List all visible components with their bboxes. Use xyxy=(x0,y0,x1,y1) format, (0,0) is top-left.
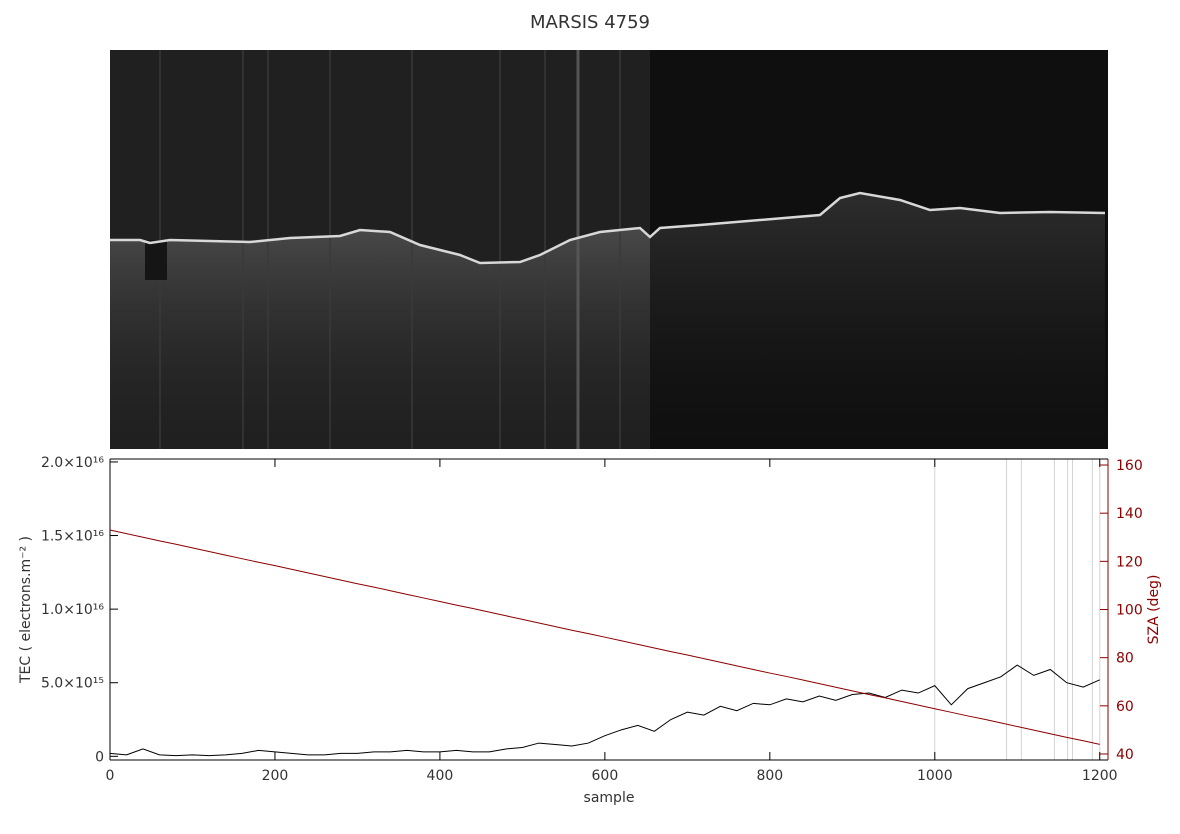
y2-tick-label: 140 xyxy=(1116,506,1143,522)
series-line xyxy=(109,664,1100,757)
series-line xyxy=(109,529,1100,745)
y2-tick-label: 80 xyxy=(1116,651,1134,667)
chart-title: MARSIS 4759 xyxy=(530,12,650,33)
x-tick-label: 0 xyxy=(106,768,115,784)
y-tick-label: 2.0×10¹⁶ xyxy=(41,455,104,471)
y2-axis-label: SZA (deg) xyxy=(1146,575,1162,645)
radargram xyxy=(110,50,1108,449)
x-tick-label: 1000 xyxy=(917,768,953,784)
y-tick-label: 0 xyxy=(95,749,104,765)
y-tick-label: 1.0×10¹⁶ xyxy=(41,602,104,618)
x-axis-label: sample xyxy=(584,790,635,806)
y2-tick-label: 40 xyxy=(1116,747,1134,763)
plot: 0 200 400 600 800 1000 1200 0 5.0×10¹⁵ 1.0×10¹⁶ 1.… xyxy=(18,455,1162,806)
y2-tick-label: 60 xyxy=(1116,699,1134,715)
x-tick-label: 400 xyxy=(427,768,454,784)
y2-tick-label: 100 xyxy=(1116,603,1143,619)
x-tick-label: 1200 xyxy=(1082,768,1118,784)
y-tick-label: 5.0×10¹⁵ xyxy=(41,676,104,692)
x-tick-label: 200 xyxy=(262,768,289,784)
y-axis-label: TEC ( electrons.m⁻² ) xyxy=(18,536,34,684)
x-tick-label: 800 xyxy=(756,768,783,784)
y2-tick-label: 160 xyxy=(1116,458,1143,474)
y2-tick-label: 120 xyxy=(1116,554,1143,570)
x-tick-label: 600 xyxy=(592,768,619,784)
y-tick-label: 1.5×10¹⁶ xyxy=(41,529,104,545)
